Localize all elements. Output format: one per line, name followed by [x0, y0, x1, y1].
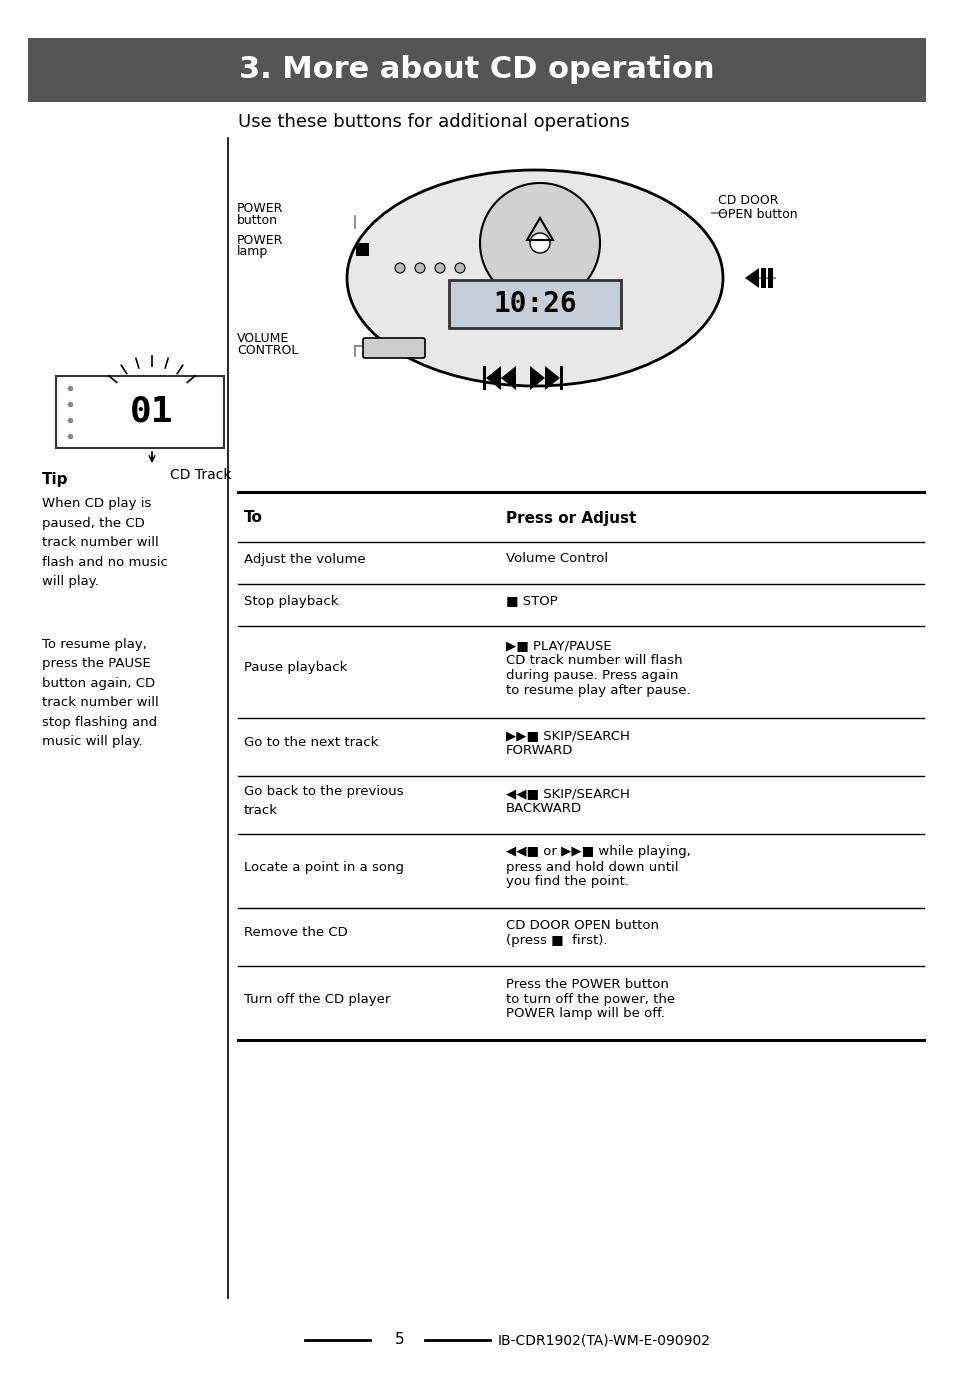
Text: 3. More about CD operation: 3. More about CD operation: [239, 55, 714, 84]
Text: 5: 5: [395, 1333, 404, 1348]
Text: ◀◀■ SKIP/SEARCH: ◀◀■ SKIP/SEARCH: [505, 787, 629, 801]
Text: to turn off the power, the: to turn off the power, the: [505, 992, 675, 1006]
Text: Go to the next track: Go to the next track: [244, 736, 378, 750]
Text: you find the point.: you find the point.: [505, 875, 628, 889]
Circle shape: [435, 263, 444, 273]
Text: BACKWARD: BACKWARD: [505, 802, 581, 814]
Bar: [482, 367, 485, 390]
Bar: [355, 243, 369, 256]
Text: Press or Adjust: Press or Adjust: [505, 510, 636, 525]
Text: Locate a point in a song: Locate a point in a song: [244, 860, 403, 874]
Bar: [767, 267, 772, 288]
FancyBboxPatch shape: [449, 280, 620, 328]
Text: CD DOOR OPEN button: CD DOOR OPEN button: [505, 919, 659, 932]
Polygon shape: [530, 367, 544, 390]
Circle shape: [415, 263, 424, 273]
Text: VOLUME: VOLUME: [236, 332, 289, 344]
Text: Adjust the volume: Adjust the volume: [244, 553, 365, 565]
Circle shape: [530, 233, 550, 254]
Text: To resume play,
press the PAUSE
button again, CD
track number will
stop flashing: To resume play, press the PAUSE button a…: [42, 638, 158, 748]
Text: IB-CDR1902(TA)-WM-E-090902: IB-CDR1902(TA)-WM-E-090902: [497, 1333, 710, 1348]
Text: Volume Control: Volume Control: [505, 553, 607, 565]
Text: Stop playback: Stop playback: [244, 594, 338, 608]
Text: Turn off the CD player: Turn off the CD player: [244, 992, 390, 1006]
Bar: [559, 367, 562, 390]
Text: Remove the CD: Remove the CD: [244, 926, 348, 940]
Text: to resume play after pause.: to resume play after pause.: [505, 683, 690, 697]
Text: Use these buttons for additional operations: Use these buttons for additional operati…: [237, 113, 629, 131]
Text: When CD play is
paused, the CD
track number will
flash and no music
will play.: When CD play is paused, the CD track num…: [42, 497, 168, 588]
Text: CD track number will flash: CD track number will flash: [505, 655, 682, 667]
Text: press and hold down until: press and hold down until: [505, 860, 678, 874]
Text: POWER lamp will be off.: POWER lamp will be off.: [505, 1007, 664, 1021]
Text: Go back to the previous
track: Go back to the previous track: [244, 785, 403, 817]
Text: 10:26: 10:26: [493, 289, 577, 318]
Polygon shape: [744, 267, 759, 288]
Text: Press the POWER button: Press the POWER button: [505, 977, 668, 991]
Text: ▶▶■ SKIP/SEARCH: ▶▶■ SKIP/SEARCH: [505, 729, 629, 741]
Text: CD Track: CD Track: [170, 469, 232, 482]
Text: during pause. Press again: during pause. Press again: [505, 668, 678, 682]
Text: ■ STOP: ■ STOP: [505, 594, 558, 608]
Text: CONTROL: CONTROL: [236, 343, 298, 357]
Ellipse shape: [347, 169, 722, 386]
Text: FORWARD: FORWARD: [505, 744, 573, 757]
Polygon shape: [500, 367, 516, 390]
Text: OPEN button: OPEN button: [718, 208, 797, 220]
Text: lamp: lamp: [236, 245, 268, 259]
Text: (press ■  first).: (press ■ first).: [505, 934, 607, 947]
Text: ◀◀■ or ▶▶■ while playing,: ◀◀■ or ▶▶■ while playing,: [505, 846, 690, 858]
Text: CD DOOR: CD DOOR: [718, 193, 778, 207]
Text: button: button: [236, 214, 277, 226]
Text: To: To: [244, 510, 263, 525]
Text: Pause playback: Pause playback: [244, 661, 347, 674]
Bar: [28, 39, 925, 102]
Circle shape: [479, 183, 599, 303]
Text: POWER: POWER: [236, 201, 283, 215]
Polygon shape: [485, 367, 500, 390]
Bar: [760, 267, 765, 288]
Polygon shape: [544, 367, 559, 390]
FancyBboxPatch shape: [363, 338, 424, 358]
Text: POWER: POWER: [236, 233, 283, 247]
Text: ▶■ PLAY/PAUSE: ▶■ PLAY/PAUSE: [505, 639, 611, 652]
Text: 01: 01: [131, 395, 173, 429]
Bar: [56, 376, 224, 448]
Circle shape: [395, 263, 405, 273]
Circle shape: [455, 263, 464, 273]
Text: Tip: Tip: [42, 473, 69, 486]
